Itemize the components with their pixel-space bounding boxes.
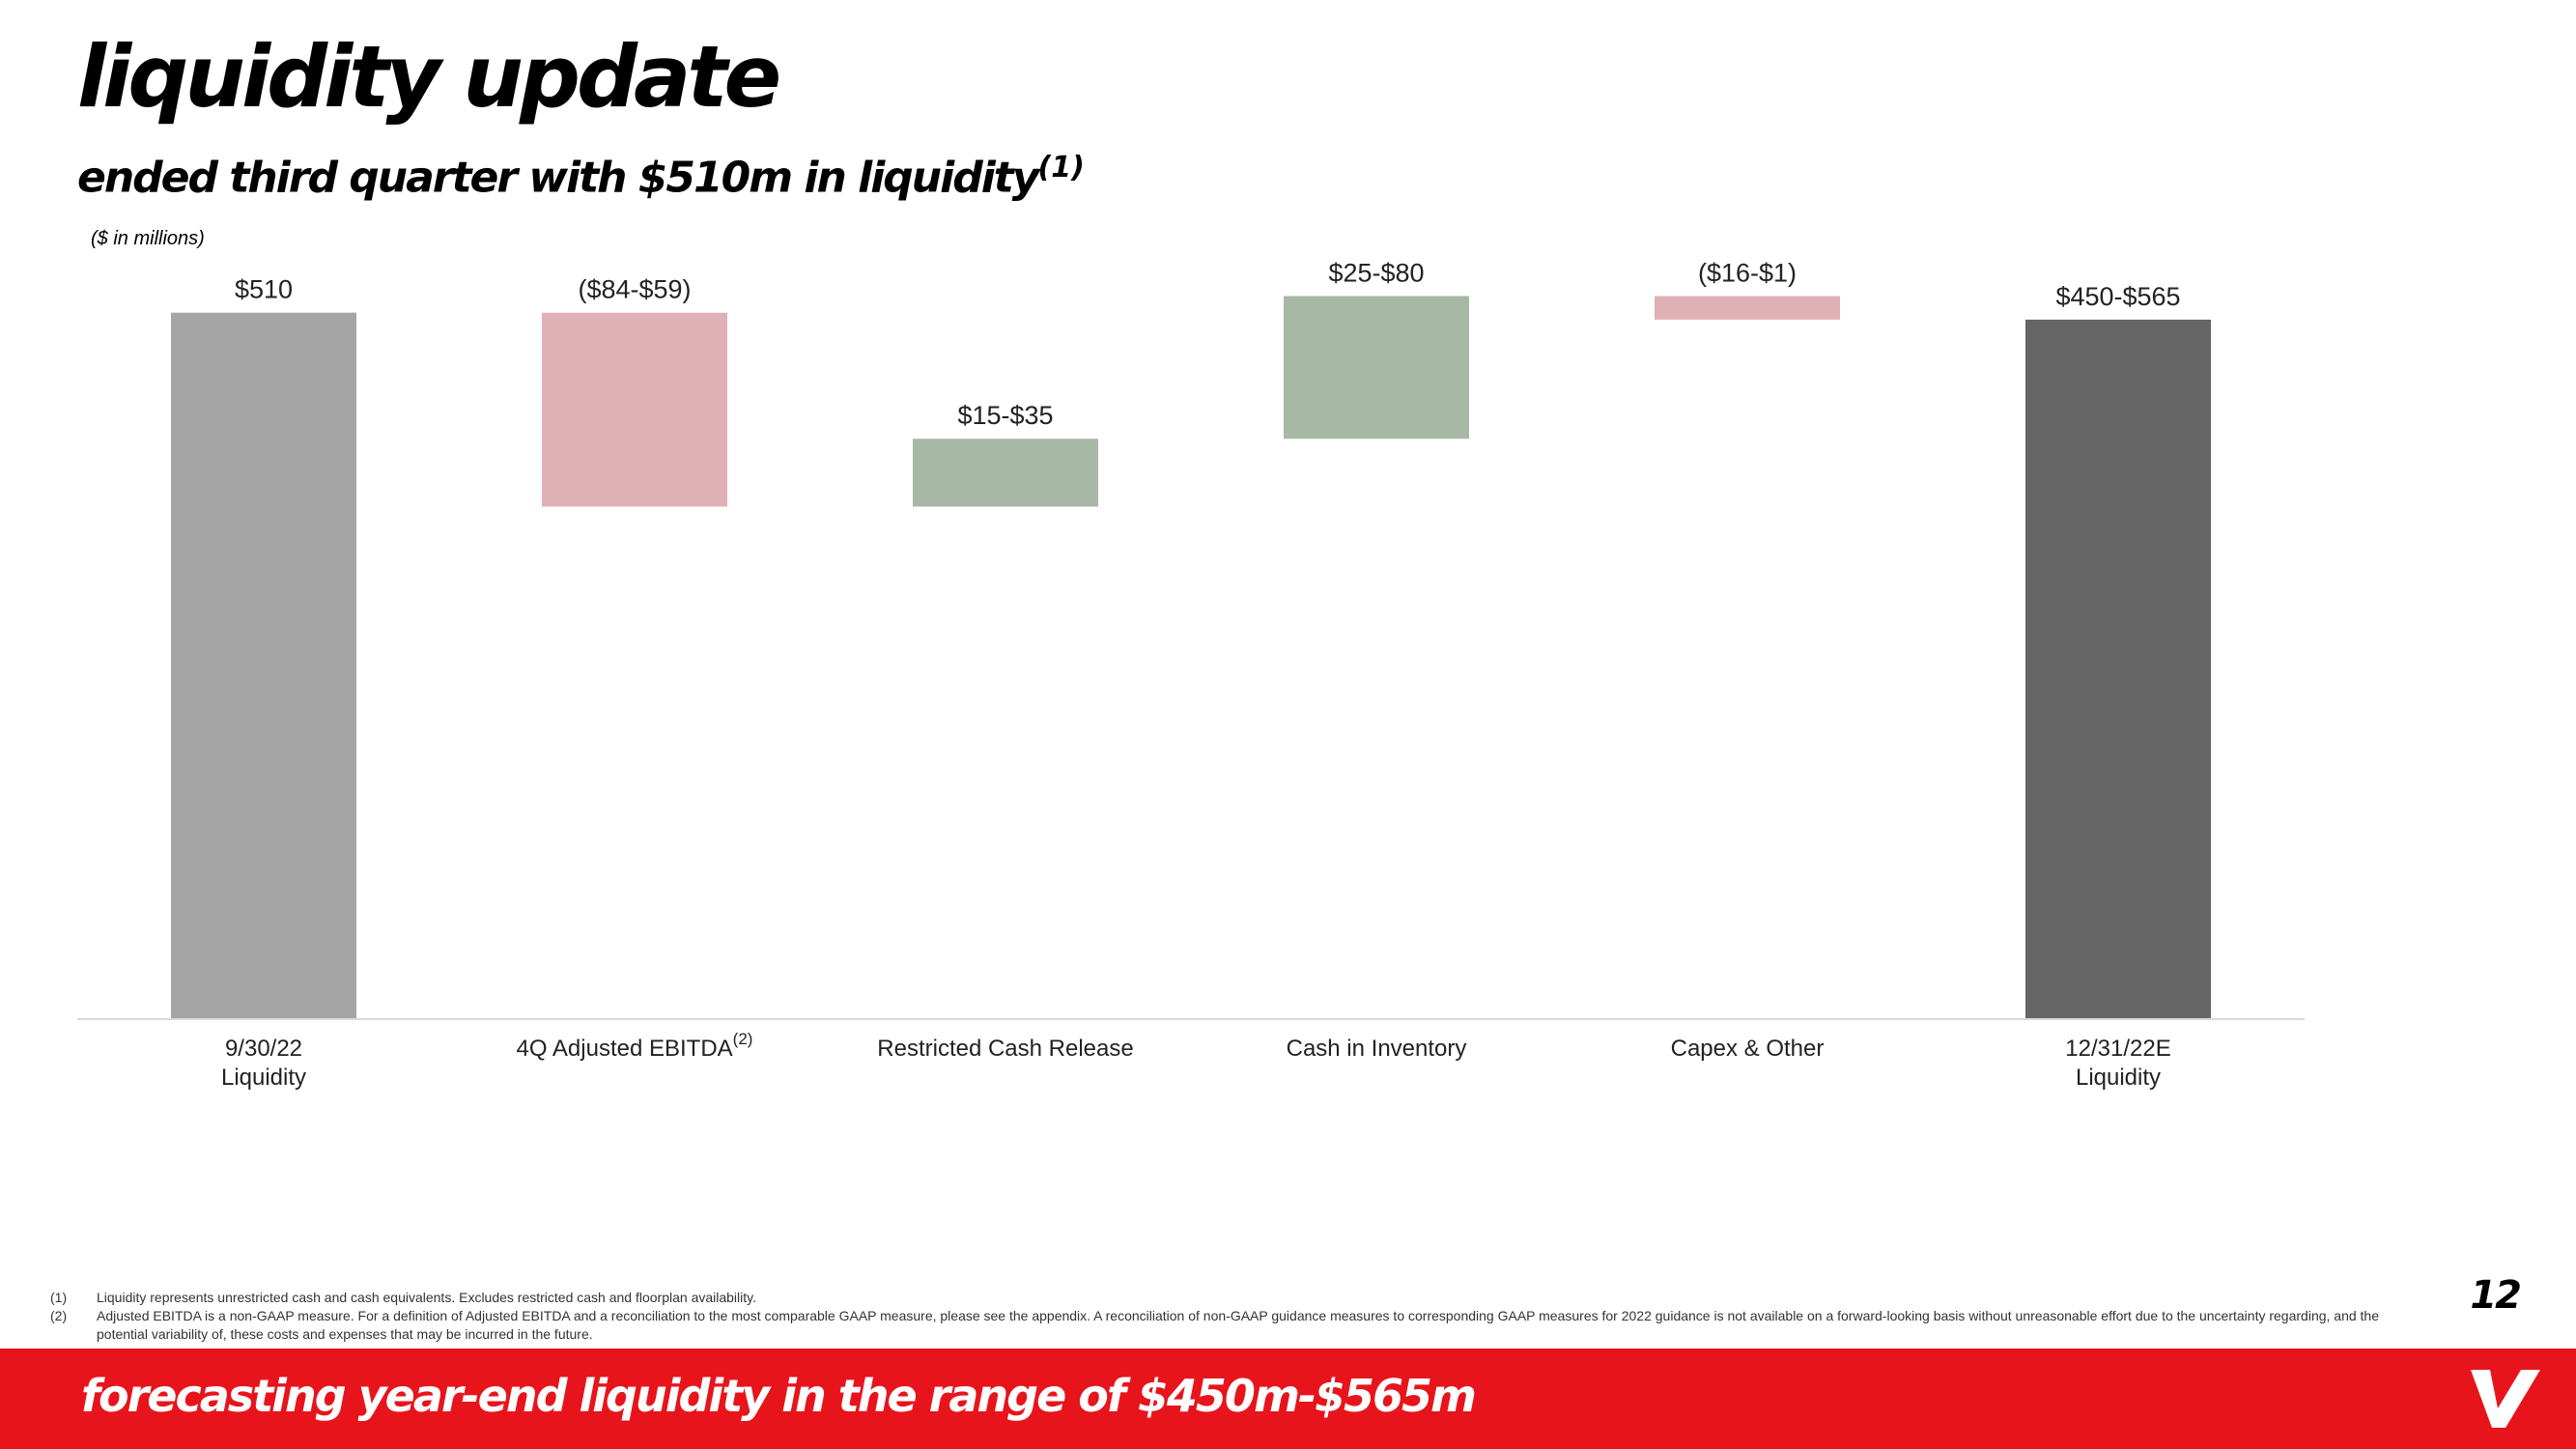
category-label: 12/31/22E <box>2065 1036 2170 1062</box>
category-label-line2: Liquidity <box>221 1065 306 1091</box>
category-footnote-ref: (2) <box>733 1030 753 1048</box>
bar-value-label: ($84-$59) <box>578 275 691 304</box>
bar-total <box>2025 319 2211 1019</box>
page-number: 12 <box>2470 1273 2522 1318</box>
category-label: 4Q Adjusted EBITDA(2) <box>517 1030 753 1062</box>
subtitle-footnote-ref: (1) <box>1037 151 1085 185</box>
v-logo-icon <box>2471 1370 2540 1428</box>
units-note: ($ in millions) <box>91 228 205 249</box>
footer-tagline: forecasting year-end liquidity in the ra… <box>81 1370 1477 1422</box>
footnote-text: Adjusted EBITDA is a non-GAAP measure. F… <box>97 1308 2379 1342</box>
bar-value-label: $450-$565 <box>2055 282 2180 311</box>
category-label: Capex & Other <box>1671 1036 1825 1062</box>
bar-value-label: ($16-$1) <box>1698 258 1797 287</box>
page-subtitle: ended third quarter with $510m in liquid… <box>77 151 1085 203</box>
bar-value-label: $25-$80 <box>1328 258 1424 287</box>
bar-increase <box>1284 296 1469 440</box>
bar-value-label: $510 <box>235 275 293 304</box>
bar-decrease <box>542 312 727 507</box>
footnote-text: Liquidity represents unrestricted cash a… <box>97 1290 756 1305</box>
bar-value-label: $15-$35 <box>957 401 1053 430</box>
page-title: liquidity update <box>77 27 781 127</box>
category-label: Restricted Cash Release <box>877 1036 1133 1062</box>
bar-decrease <box>1655 296 1840 320</box>
waterfall-chart: $510 ($84-$59) $15-$35 $25-$80 ($16-$1) $450-… <box>77 258 2305 1091</box>
footnote-number: (2) <box>50 1308 68 1323</box>
footnote-number: (1) <box>50 1290 68 1305</box>
bar-total <box>171 312 356 1020</box>
footnotes: (1) Liquidity represents unrestricted ca… <box>50 1289 2388 1344</box>
footnote-1: (1) Liquidity represents unrestricted ca… <box>50 1289 2388 1307</box>
category-label-line2: Liquidity <box>2076 1065 2161 1091</box>
footer-banner: forecasting year-end liquidity in the ra… <box>0 1349 2576 1449</box>
footnote-2: (2) Adjusted EBITDA is a non-GAAP measur… <box>50 1307 2388 1344</box>
category-label: Cash in Inventory <box>1287 1036 1467 1062</box>
category-label: 9/30/22 <box>225 1036 302 1062</box>
bar-increase <box>913 439 1098 507</box>
subtitle-text: ended third quarter with $510m in liquid… <box>77 153 1039 203</box>
